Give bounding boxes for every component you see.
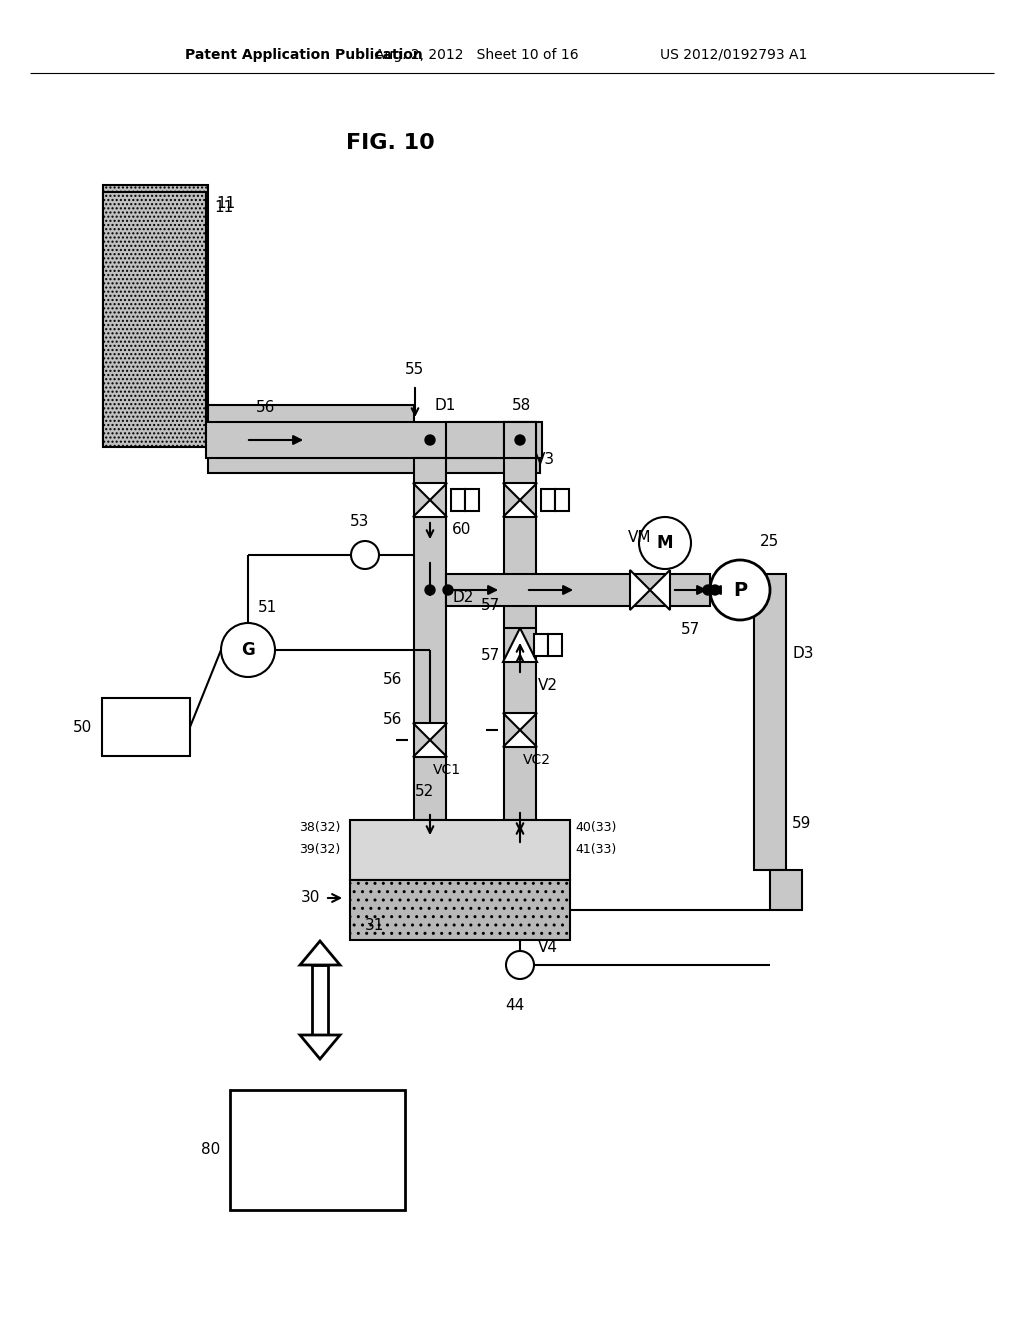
Text: 53: 53 <box>350 515 370 529</box>
Bar <box>451 488 465 511</box>
Polygon shape <box>413 483 447 500</box>
Bar <box>548 634 562 656</box>
Text: D2: D2 <box>452 590 473 606</box>
Text: VM: VM <box>629 531 651 545</box>
Bar <box>541 488 555 511</box>
Text: 59: 59 <box>792 817 811 832</box>
Text: V4: V4 <box>538 940 558 954</box>
Text: 39(32): 39(32) <box>299 843 340 857</box>
Text: 44: 44 <box>506 998 524 1012</box>
Text: 52: 52 <box>416 784 434 800</box>
Bar <box>103 191 206 447</box>
Text: 50: 50 <box>73 719 92 734</box>
Text: Aug. 2, 2012   Sheet 10 of 16: Aug. 2, 2012 Sheet 10 of 16 <box>375 48 579 62</box>
Circle shape <box>443 585 453 595</box>
Polygon shape <box>650 570 670 610</box>
Text: D1: D1 <box>435 397 457 412</box>
Text: 58: 58 <box>512 397 531 412</box>
Polygon shape <box>413 723 447 741</box>
Bar <box>102 698 190 756</box>
Circle shape <box>221 623 275 677</box>
Bar <box>103 185 208 445</box>
Text: 80: 80 <box>201 1143 220 1158</box>
Text: 41(33): 41(33) <box>575 843 616 857</box>
Bar <box>230 1090 406 1210</box>
Bar <box>208 437 540 473</box>
Bar <box>754 574 786 870</box>
Circle shape <box>515 436 525 445</box>
Text: 38(32): 38(32) <box>299 821 340 834</box>
Bar <box>312 965 328 1035</box>
Text: 60: 60 <box>452 523 471 537</box>
Text: M: M <box>656 535 673 552</box>
Bar <box>465 488 479 511</box>
Circle shape <box>639 517 691 569</box>
Text: VC1: VC1 <box>433 763 461 777</box>
Text: V2: V2 <box>538 677 558 693</box>
Text: 25: 25 <box>760 535 779 549</box>
Text: V3: V3 <box>535 453 555 467</box>
Bar <box>350 880 570 940</box>
Polygon shape <box>503 500 537 517</box>
Bar <box>555 488 569 511</box>
Text: 40(33): 40(33) <box>575 821 616 834</box>
Polygon shape <box>413 500 447 517</box>
Bar <box>504 422 536 820</box>
Text: FIG. 10: FIG. 10 <box>346 133 434 153</box>
Bar <box>534 634 548 656</box>
Bar <box>770 870 802 909</box>
Polygon shape <box>503 713 537 730</box>
Circle shape <box>425 585 435 595</box>
Text: 56: 56 <box>383 713 402 727</box>
Text: VC2: VC2 <box>523 752 551 767</box>
Polygon shape <box>503 730 537 747</box>
Polygon shape <box>300 941 340 965</box>
Polygon shape <box>503 483 537 500</box>
Circle shape <box>703 585 713 595</box>
Text: 55: 55 <box>406 363 425 378</box>
Circle shape <box>425 436 435 445</box>
Text: 56: 56 <box>383 672 402 688</box>
Text: Patent Application Publication: Patent Application Publication <box>185 48 423 62</box>
Text: 11: 11 <box>216 195 236 210</box>
Text: 30: 30 <box>301 891 319 906</box>
Polygon shape <box>300 1035 340 1059</box>
Text: 57: 57 <box>480 648 500 663</box>
Circle shape <box>710 560 770 620</box>
Bar <box>350 820 570 880</box>
Bar <box>414 458 446 820</box>
Circle shape <box>506 950 534 979</box>
Text: P: P <box>733 581 748 599</box>
Text: 51: 51 <box>258 599 278 615</box>
Circle shape <box>351 541 379 569</box>
Text: G: G <box>241 642 255 659</box>
Bar <box>446 422 504 458</box>
Polygon shape <box>630 570 650 610</box>
Polygon shape <box>413 741 447 756</box>
Text: 31: 31 <box>365 919 384 933</box>
Circle shape <box>710 585 720 595</box>
Text: D3: D3 <box>792 647 813 661</box>
Bar <box>208 405 414 445</box>
Bar <box>446 574 710 606</box>
Bar <box>206 422 542 458</box>
Text: 57: 57 <box>680 623 699 638</box>
Text: US 2012/0192793 A1: US 2012/0192793 A1 <box>660 48 807 62</box>
Text: 56: 56 <box>256 400 275 416</box>
Bar <box>504 422 536 458</box>
Polygon shape <box>503 628 537 663</box>
Text: 57: 57 <box>480 598 500 612</box>
Text: 11: 11 <box>214 199 233 214</box>
